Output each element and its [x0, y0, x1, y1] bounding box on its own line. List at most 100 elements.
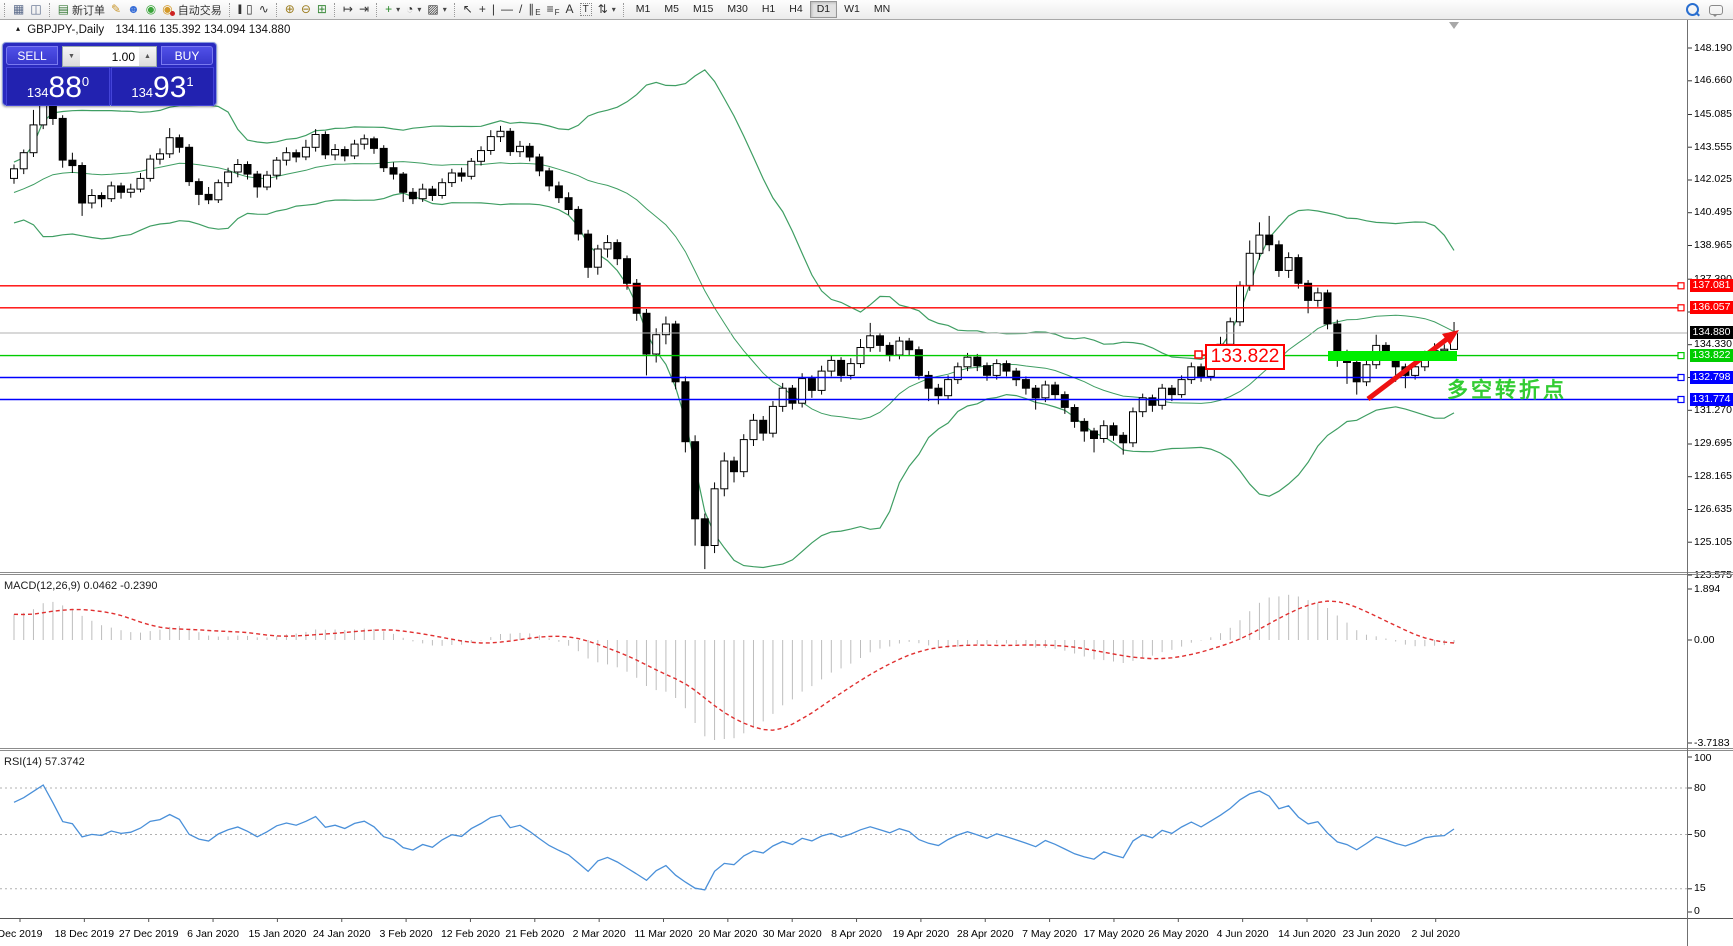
sell-button[interactable]: SELL	[6, 46, 58, 65]
price-text-object[interactable]: 133.822	[1205, 344, 1285, 370]
date-tick-label: 28 Apr 2020	[956, 928, 1014, 940]
date-tick-label: 3 Feb 2020	[379, 928, 433, 940]
macd-histogram	[13, 594, 1455, 740]
date-tick-label: 6 Jan 2020	[187, 928, 240, 940]
timeframe-mn[interactable]: MN	[873, 3, 891, 15]
axis-tick-label: 100	[1694, 751, 1712, 764]
periods-button[interactable]: ◔ ▾	[403, 1, 424, 18]
sell-price-big: 88	[48, 71, 82, 104]
buy-price-display[interactable]: 134 93 1	[111, 67, 214, 106]
chart-shift-button[interactable]: ⇥	[356, 1, 372, 18]
buy-price-sup: 1	[186, 74, 194, 89]
price-badge: 137.081	[1690, 279, 1733, 293]
date-tick-label: 8 Apr 2020	[831, 928, 882, 940]
profiles-button[interactable]: ◫	[27, 1, 44, 18]
autotrading-stopped-dot	[169, 10, 175, 16]
auto-scroll-button[interactable]: ↦	[340, 1, 356, 18]
price-label-anchor	[1194, 350, 1203, 359]
date-tick-label: 15 Jan 2020	[248, 928, 307, 940]
annotation-text-object[interactable]: 多空转折点	[1447, 379, 1567, 402]
candles-chart-button[interactable]: ▯	[243, 1, 256, 18]
date-tick-label: 18 Dec 2019	[54, 928, 115, 940]
toolbar-separator	[453, 2, 456, 17]
autotrading-button[interactable]: ◉ 自动交易	[159, 1, 224, 18]
hline-object[interactable]	[0, 395, 1685, 404]
line-chart-button[interactable]: ∿	[256, 1, 272, 18]
indicators-button[interactable]: + ▾	[382, 1, 403, 18]
templates-button[interactable]: ▨ ▾	[424, 1, 449, 18]
sell-price-display[interactable]: 134 88 0	[6, 67, 110, 106]
date-tick-label: 14 Jun 2020	[1278, 928, 1336, 940]
price-badge: 131.774	[1690, 392, 1733, 406]
crosshair-button[interactable]: +	[476, 1, 489, 18]
trendline-button[interactable]: /	[516, 1, 525, 18]
market-button[interactable]: ☻	[124, 1, 143, 18]
equidistant-channel-icon-letter: E	[535, 7, 541, 17]
market-icon: ☻	[127, 2, 140, 16]
text-button[interactable]: A	[563, 1, 577, 18]
auto-scroll-icon: ↦	[342, 2, 354, 16]
arrow-object[interactable]	[1366, 330, 1459, 401]
fibonacci-button[interactable]: ≡ F	[544, 1, 563, 18]
timeframe-m15[interactable]: M15	[692, 3, 714, 15]
date-tick-label: 20 Mar 2020	[698, 928, 758, 940]
sell-price-prefix: 134	[26, 85, 49, 100]
timeframe-m1[interactable]: M1	[635, 3, 651, 15]
axis-tick-label: 134.330	[1694, 338, 1732, 351]
vertical-line-button[interactable]: |	[489, 1, 498, 18]
buy-button[interactable]: BUY	[161, 46, 213, 65]
chat-icon[interactable]	[1709, 4, 1723, 17]
axis-tick-label: 1.894	[1694, 582, 1721, 595]
price-badge: 132.798	[1690, 371, 1733, 385]
new-order-button[interactable]: ▤ 新订单	[55, 1, 108, 18]
date-tick-label: 12 Feb 2020	[440, 928, 500, 940]
new-order-button-label: 新订单	[72, 4, 106, 17]
text-label-button[interactable]: T	[577, 1, 595, 18]
arrows-icon: ⇅	[597, 2, 608, 16]
hline-object[interactable]	[0, 373, 1685, 382]
cursor-button[interactable]: ↖	[460, 1, 476, 18]
chevron-down-icon[interactable]: ▾	[442, 5, 447, 14]
profiles-icon: ◫	[30, 2, 42, 16]
timeframe-h4[interactable]: H4	[789, 3, 803, 15]
bar-chart-button[interactable]: |||	[235, 1, 243, 18]
search-icon[interactable]	[1686, 3, 1699, 16]
timeframe-m30[interactable]: M30	[727, 3, 748, 15]
zoom-in-button[interactable]: ⊕	[282, 1, 298, 18]
sell-price-sup: 0	[81, 74, 90, 89]
signals-button[interactable]: ◉	[143, 1, 159, 18]
volume-increase-button[interactable]: ▲	[139, 47, 156, 66]
collapse-panel-icon[interactable]: ▴	[16, 24, 21, 33]
arrows-button[interactable]: ⇅ ▾	[595, 1, 619, 18]
volume-input[interactable]	[80, 47, 139, 66]
vertical-line-icon: |	[491, 2, 495, 16]
hline-object[interactable]	[0, 282, 1685, 290]
horizontal-line-button[interactable]: —	[498, 1, 516, 18]
timeframe-d1[interactable]: D1	[809, 1, 838, 18]
zoom-out-button[interactable]: ⊖	[298, 1, 314, 18]
channel-button[interactable]: ∥ E	[525, 1, 543, 18]
tile-windows-button[interactable]: ⊞	[314, 1, 330, 18]
volume-decrease-button[interactable]: ▼	[63, 47, 80, 66]
chevron-down-icon[interactable]: ▾	[396, 5, 401, 14]
timeframe-h1[interactable]: H1	[761, 3, 776, 15]
chart-shift-marker	[1449, 22, 1459, 29]
axis-tick-label: 125.105	[1694, 535, 1732, 548]
chart-window-icon: ▦	[13, 2, 25, 16]
timeframe-m5[interactable]: M5	[664, 3, 679, 15]
chevron-down-icon[interactable]: ▾	[611, 5, 616, 14]
highlight-rectangle-object[interactable]	[1328, 351, 1457, 361]
buy-price-prefix: 134	[131, 85, 154, 100]
new-chart-button[interactable]: ▦	[10, 1, 27, 18]
axis-tick-label: 138.965	[1694, 239, 1732, 251]
axis-tick-label: 145.085	[1694, 107, 1732, 120]
chevron-down-icon[interactable]: ▾	[417, 5, 422, 14]
timeframe-w1[interactable]: W1	[844, 3, 860, 15]
date-tick-label: 24 Jan 2020	[312, 928, 371, 940]
date-tick-label: 11 Mar 2020	[634, 928, 693, 940]
metaeditor-button[interactable]: ✎	[108, 1, 124, 18]
hline-object[interactable]	[0, 304, 1685, 312]
chart-title: ▴ GBPJPY-,Daily 134.116 135.392 134.094 …	[16, 24, 290, 36]
